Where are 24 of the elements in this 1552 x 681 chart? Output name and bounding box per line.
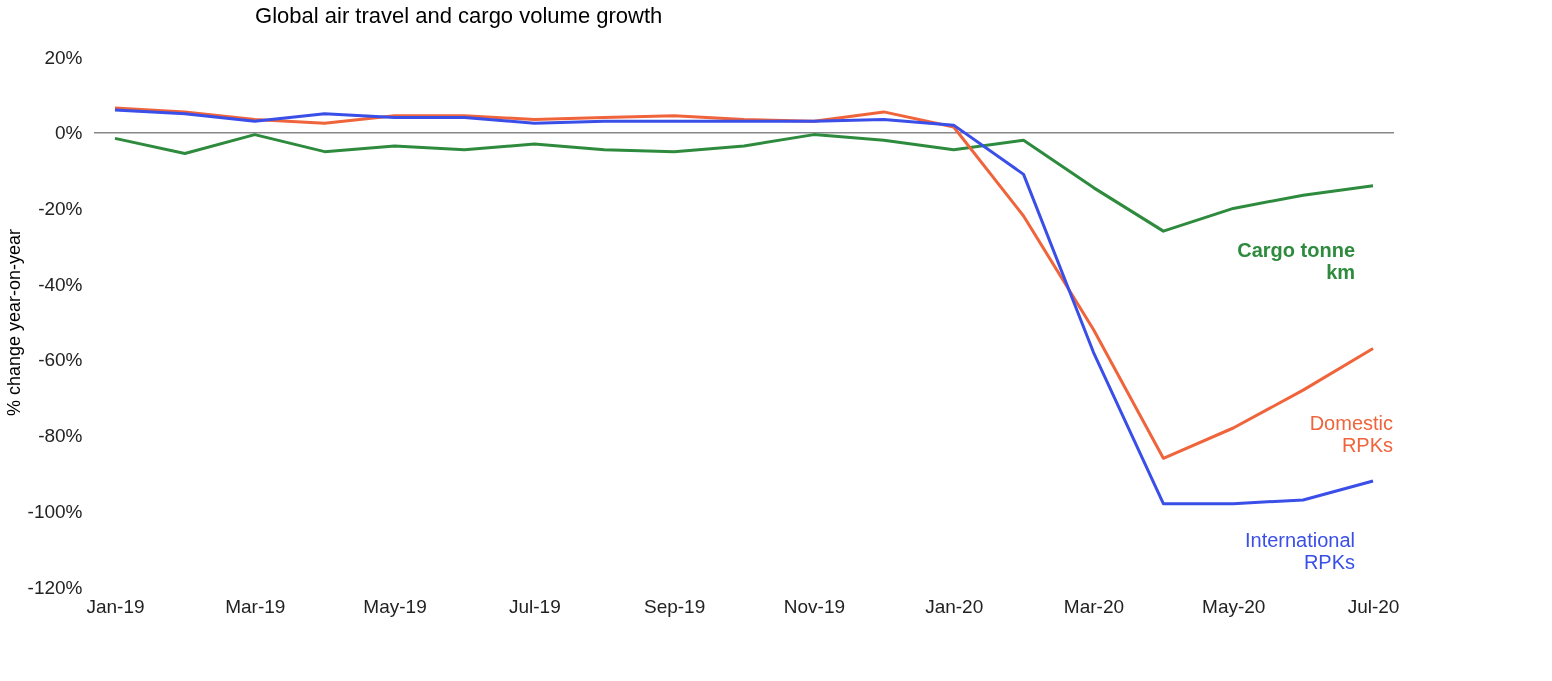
y-tick-label: 0% [55, 122, 83, 144]
y-tick-label: -100% [27, 500, 83, 522]
x-tick-label: Sep-19 [643, 595, 706, 617]
x-tick-label: Nov-19 [783, 595, 846, 617]
series-label: Domestic RPKs [1309, 411, 1394, 456]
y-axis-title: % change year-on-year [3, 228, 24, 417]
x-tick-label: May-20 [1202, 595, 1266, 617]
x-tick-label: Mar-20 [1063, 595, 1125, 617]
x-tick-label: Mar-19 [225, 595, 286, 617]
y-tick-label: -40% [38, 273, 83, 295]
x-tick-label: Jul-19 [508, 595, 561, 617]
y-tick-label: 20% [44, 46, 83, 68]
line-series [113, 133, 1375, 233]
x-tick-label: Jul-20 [1347, 595, 1400, 617]
series-label: International RPKs [1244, 529, 1356, 573]
x-tick-label: Jan-20 [925, 595, 984, 617]
chart-title: Global air travel and cargo volume growth [255, 3, 663, 28]
y-tick-label: -120% [27, 576, 83, 598]
x-tick-label: Jan-19 [86, 595, 145, 617]
y-tick-label: -80% [38, 425, 83, 447]
y-tick-label: -60% [38, 349, 83, 371]
x-tick-label: May-19 [363, 595, 427, 617]
series-label: Cargo tonne km [1237, 238, 1356, 283]
y-tick-label: -20% [38, 197, 83, 219]
